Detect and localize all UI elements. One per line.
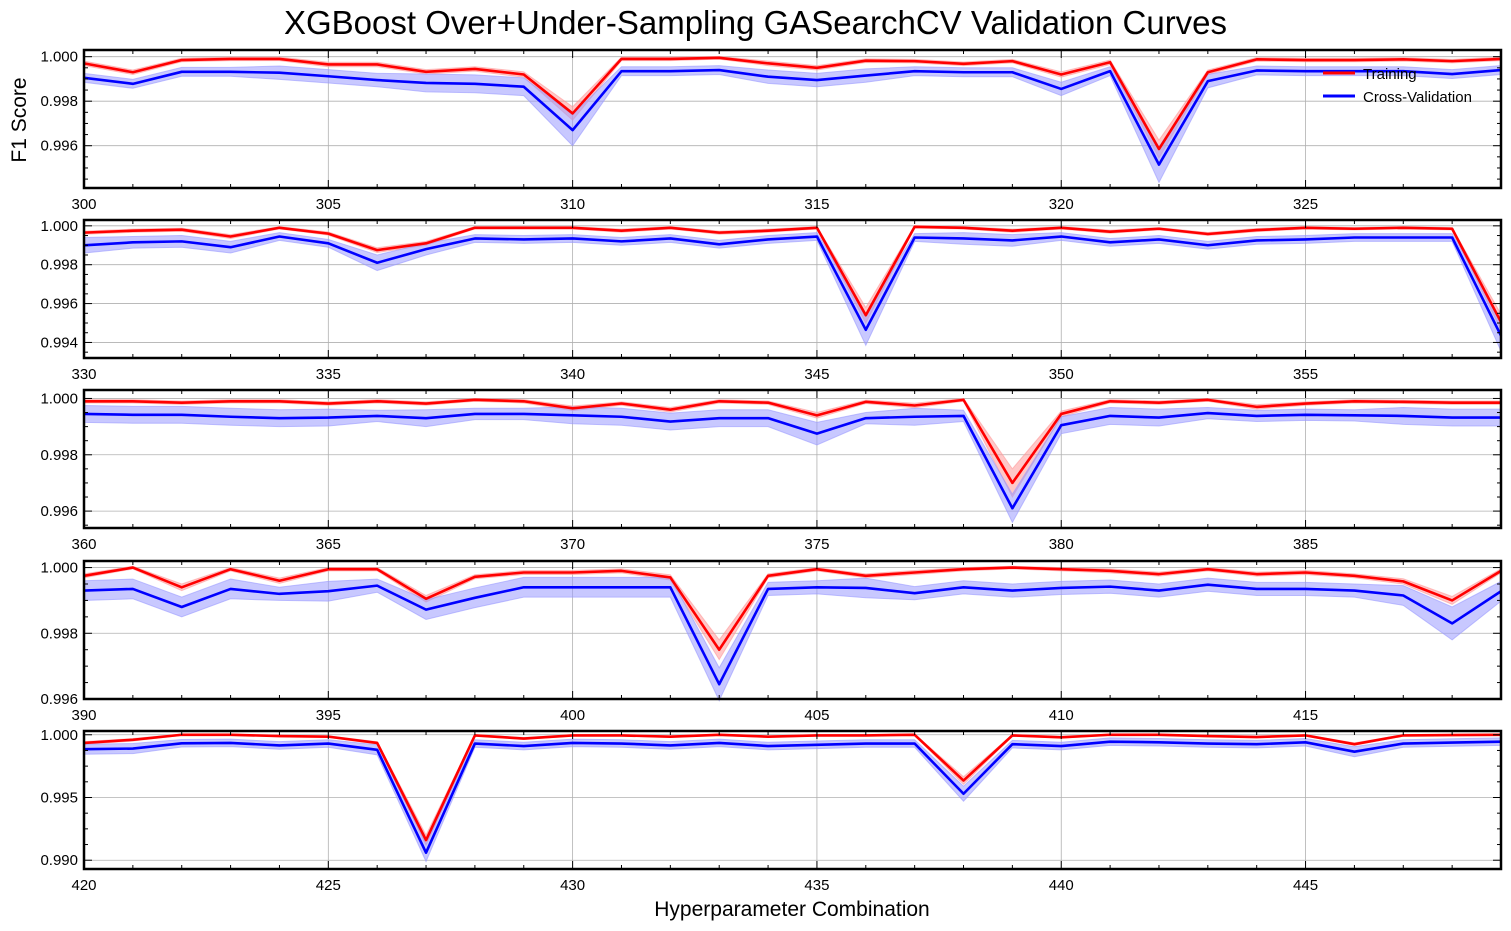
- x-tick-label: 410: [1049, 707, 1074, 724]
- x-tick-label: 430: [560, 877, 585, 894]
- legend-cv-label: Cross-Validation: [1363, 89, 1472, 106]
- cv-line: [83, 740, 1502, 854]
- x-tick-label: 435: [804, 877, 829, 894]
- y-tick-label: 0.995: [40, 789, 78, 806]
- x-tick-label: 335: [316, 366, 341, 383]
- panel-frame: [82, 559, 1503, 701]
- x-tick-label: 360: [71, 536, 96, 553]
- cv-line: [83, 235, 1503, 337]
- y-tick-label: 0.998: [40, 625, 78, 642]
- panel-frame: [82, 218, 1503, 360]
- x-tick-label: 385: [1293, 536, 1318, 553]
- panel-frame: [82, 48, 1503, 190]
- panel-3: 360 365 370 375 380 385 0.996 0.998 1.000: [40, 388, 1503, 553]
- y-tick-label: 0.996: [40, 138, 78, 155]
- y-tick-label: 0.996: [40, 691, 78, 708]
- cv-line: [83, 583, 1502, 686]
- x-tick-label: 415: [1293, 707, 1318, 724]
- x-tick-label: 420: [71, 877, 96, 894]
- x-tick-label: 375: [804, 536, 829, 553]
- panel-frame: [82, 729, 1503, 871]
- training-std-band: [83, 733, 1502, 847]
- training-std-band: [83, 565, 1502, 661]
- x-tick-label: 400: [560, 707, 585, 724]
- y-axis-label: F1 Score: [8, 77, 31, 162]
- x-axis-label: Hyperparameter Combination: [654, 898, 929, 921]
- cv-std-band: [83, 404, 1502, 524]
- training-line: [83, 56, 1502, 151]
- cv-line: [83, 411, 1501, 510]
- x-tick-label: 325: [1293, 196, 1318, 213]
- x-tick-label: 440: [1049, 877, 1074, 894]
- x-tick-label: 330: [71, 366, 96, 383]
- x-tick-label: 310: [560, 196, 585, 213]
- x-tick-label: 350: [1049, 366, 1074, 383]
- y-tick-label: 1.000: [40, 560, 78, 577]
- panel-5: 420 425 430 435 440 445 0.990 0.995 1.000: [40, 727, 1503, 894]
- training-line: [83, 733, 1502, 842]
- x-tick-label: 445: [1293, 877, 1318, 894]
- cv-std-band: [83, 65, 1502, 184]
- x-tick-label: 395: [316, 707, 341, 724]
- y-tick-label: 1.000: [40, 727, 78, 744]
- y-tick-label: 0.990: [40, 852, 78, 869]
- x-tick-label: 425: [316, 877, 341, 894]
- y-tick-label: 0.996: [40, 503, 78, 520]
- x-tick-label: 300: [71, 196, 96, 213]
- panel-1: 300 305 310 315 320 325 0.996 0.998 1.000: [40, 48, 1503, 213]
- x-tick-label: 370: [560, 536, 585, 553]
- legend-training-label: Training: [1363, 66, 1417, 83]
- x-tick-label: 355: [1293, 366, 1318, 383]
- x-tick-label: 365: [316, 536, 341, 553]
- x-tick-label: 345: [804, 366, 829, 383]
- cv-std-band: [83, 737, 1502, 863]
- y-tick-label: 1.000: [40, 390, 78, 407]
- chart-title: XGBoost Over+Under-Sampling GASearchCV V…: [283, 4, 1228, 41]
- legend: Training Cross-Validation: [1323, 66, 1472, 106]
- cv-std-band: [83, 576, 1502, 702]
- panel-2: 330 335 340 345 350 355 0.994 0.996 0.998 1.000: [40, 218, 1503, 383]
- x-tick-label: 340: [560, 366, 585, 383]
- panel-4: 390 395 400 405 410 415 0.996 0.998 1.000: [40, 559, 1503, 724]
- training-line: [83, 225, 1503, 323]
- y-tick-label: 0.996: [40, 296, 78, 313]
- training-line: [83, 566, 1502, 652]
- y-tick-label: 0.998: [40, 447, 78, 464]
- y-tick-label: 0.998: [40, 257, 78, 274]
- y-tick-label: 1.000: [40, 218, 78, 235]
- x-tick-label: 315: [804, 196, 829, 213]
- y-tick-label: 0.998: [40, 93, 78, 110]
- y-tick-label: 0.994: [40, 334, 78, 351]
- panel-frame: [82, 388, 1503, 530]
- x-tick-label: 305: [316, 196, 341, 213]
- cv-std-band: [83, 232, 1502, 352]
- cv-line: [83, 68, 1502, 166]
- y-tick-label: 1.000: [40, 49, 78, 66]
- x-tick-label: 390: [71, 707, 96, 724]
- training-line: [84, 398, 1501, 485]
- x-tick-label: 405: [804, 707, 829, 724]
- x-tick-label: 320: [1049, 196, 1074, 213]
- x-tick-label: 380: [1049, 536, 1074, 553]
